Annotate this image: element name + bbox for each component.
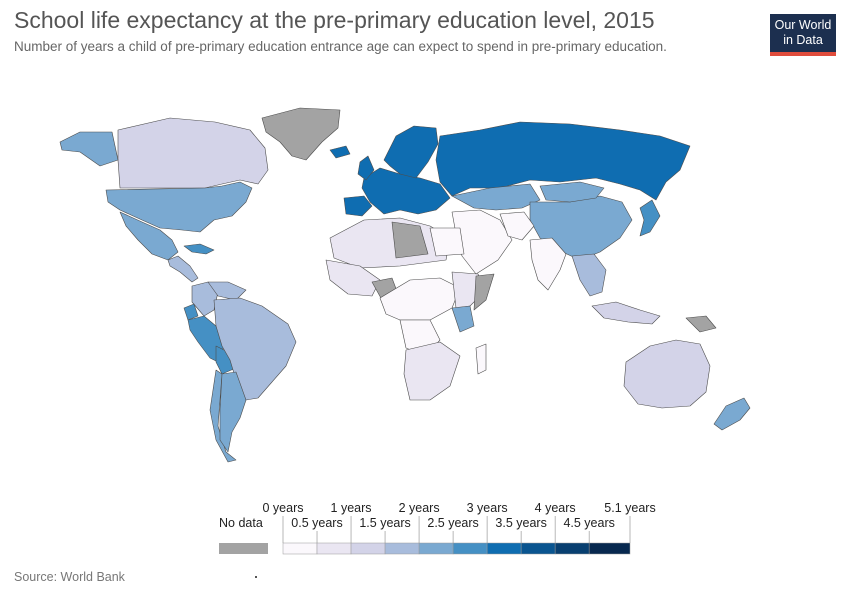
legend-top-label-5: 5.1 years [604,501,655,515]
legend-bin-7[interactable] [520,542,556,555]
region-cuba[interactable]: Cuba [183,243,215,255]
legend-bin-8[interactable] [554,542,590,555]
region-australia[interactable]: Australia [623,339,711,409]
region-libya[interactable]: Libya [391,221,429,259]
region-egypt[interactable]: Egypt [429,227,465,257]
legend-bin-3[interactable] [384,542,420,555]
region-somalia[interactable]: Somalia [473,273,495,311]
region-venezuela[interactable]: Venezuela [207,281,247,301]
region-papua-new-guinea[interactable]: Papua New Guinea [685,315,717,333]
legend-bin-9[interactable] [588,542,631,555]
owid-logo[interactable]: Our World in Data [770,14,836,56]
chart-subtitle: Number of years a child of pre-primary e… [14,39,667,54]
region-southeast-asia[interactable]: Southeast Asia [571,253,607,297]
region-greenland[interactable]: Greenland [261,107,341,161]
logo-line-2: in Data [783,33,823,47]
region-west-africa[interactable]: West Africa [325,259,381,297]
region-japan[interactable]: Japan [639,199,661,237]
region-india[interactable]: India [529,237,567,291]
region-iceland[interactable]: Iceland [329,145,351,159]
legend-bin-2[interactable] [350,542,386,555]
region-spain[interactable]: Spain [343,195,373,217]
legend-top-label-2: 2 years [399,501,440,515]
legend-bin-4[interactable] [418,542,454,555]
legend-no-data-label: No data [219,516,263,530]
legend-bin-6[interactable] [486,542,522,555]
legend-bin-0[interactable] [282,542,318,555]
region-southern-africa[interactable]: Southern Africa [403,341,461,401]
decorative-dot [255,576,257,578]
region-alaska[interactable]: Alaska [59,131,119,167]
legend-bottom-label-0: 0.5 years [291,516,342,530]
chart-title: School life expectancy at the pre-primar… [14,7,655,33]
legend-no-data-swatch [219,543,268,554]
legend-bin-5[interactable] [452,542,488,555]
region-new-zealand[interactable]: New Zealand [713,397,751,431]
legend-top-label-1: 1 years [331,501,372,515]
legend-bottom-label-4: 4.5 years [563,516,614,530]
legend-top-label-0: 0 years [263,501,304,515]
region-madagascar[interactable]: Madagascar [475,343,487,375]
region-kenya[interactable]: Kenya [451,305,475,333]
region-indonesia[interactable]: Indonesia [591,301,661,325]
region-central-america[interactable]: Central America [167,255,199,283]
region-mongolia[interactable]: Mongolia [539,181,605,203]
legend-bottom-label-3: 3.5 years [495,516,546,530]
region-canada[interactable]: Canada [117,117,269,189]
legend-top-label-4: 4 years [535,501,576,515]
region-russia[interactable]: Russia [435,121,691,201]
source-note: Source: World Bank [14,570,125,584]
legend-bottom-label-1: 1.5 years [359,516,410,530]
region-iran[interactable]: Iran [499,211,535,241]
world-map: GreenlandCanadaAlaska United StatesMexico… [59,107,751,463]
region-united-kingdom[interactable]: United Kingdom [357,155,375,181]
legend-top-label-3: 3 years [467,501,508,515]
region-argentina[interactable]: Argentina [219,371,247,453]
region-mexico[interactable]: Mexico [119,211,179,261]
region-ecuador[interactable]: Ecuador [183,303,199,321]
region-scandinavia[interactable]: Scandinavia [383,125,439,179]
logo-line-1: Our World [774,18,832,32]
legend-bottom-label-2: 2.5 years [427,516,478,530]
legend-bin-1[interactable] [316,542,352,555]
region-united-states[interactable]: United States [105,181,253,233]
